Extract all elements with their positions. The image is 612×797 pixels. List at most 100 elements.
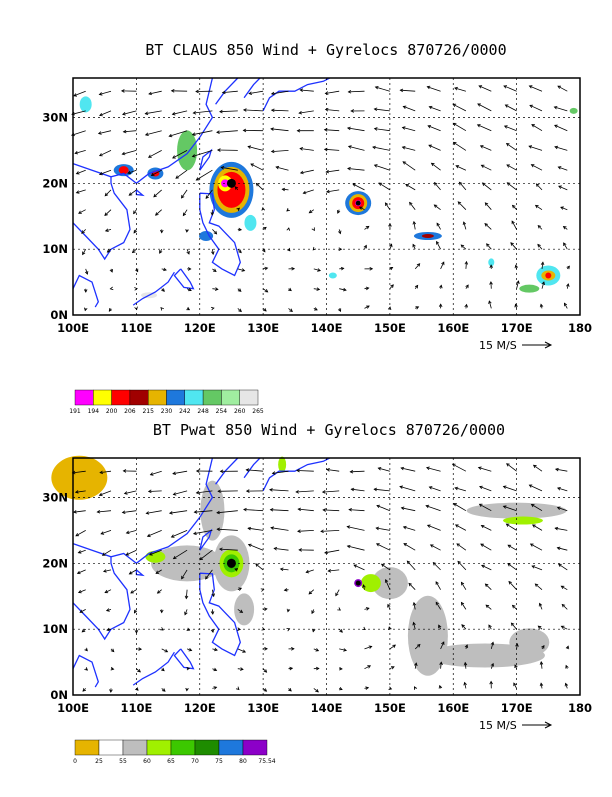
wind-vector: [409, 583, 415, 589]
wind-vector: [427, 87, 440, 92]
gyreloc-marker: [356, 581, 361, 586]
wind-vector: [349, 146, 365, 150]
wind-vector: [154, 190, 162, 197]
wind-vector: [296, 491, 314, 492]
vector-scale-label: 15 M/S: [479, 719, 517, 732]
colorbar-label: 200: [106, 408, 118, 415]
colorbar-label: 206: [124, 408, 136, 415]
coastline: [133, 652, 174, 685]
shaded-region: [199, 231, 213, 241]
y-tick-label: 20N: [42, 556, 68, 570]
x-tick-label: 100E: [57, 701, 89, 715]
colorbar-label: 194: [88, 408, 100, 415]
wind-vector-head: [261, 589, 264, 592]
shaded-region: [519, 285, 539, 293]
wind-vector: [533, 525, 542, 531]
colorbar-swatch: [93, 390, 111, 405]
wind-vector: [432, 163, 441, 170]
wind-vector: [400, 90, 415, 91]
colorbar-swatch: [195, 740, 219, 755]
y-tick-label: 0N: [50, 308, 68, 322]
colorbar-label: 0: [73, 758, 77, 765]
colorbar-label: 260: [234, 408, 246, 415]
colorbar-label: 191: [69, 408, 81, 415]
wind-vector: [532, 125, 542, 131]
wind-vector: [429, 145, 441, 150]
wind-vector: [507, 183, 516, 190]
colorbar-swatch: [148, 390, 166, 405]
coastline: [174, 649, 193, 669]
wind-vector: [379, 183, 390, 190]
wind-vector-head: [110, 287, 113, 290]
x-tick-label: 110E: [120, 321, 152, 335]
wind-vector-head: [161, 308, 164, 311]
colorbar-swatch: [243, 740, 267, 755]
coastline: [136, 570, 142, 575]
gyreloc-marker: [227, 179, 236, 188]
shaded-region: [244, 215, 256, 231]
wind-vector: [350, 471, 364, 472]
wind-vector: [100, 150, 111, 155]
wind-vector: [244, 510, 263, 511]
wind-vector: [272, 150, 289, 151]
wind-vector: [453, 464, 466, 471]
shaded-region: [545, 273, 551, 279]
coastline: [73, 177, 130, 259]
wind-vector: [457, 544, 466, 550]
shaded-region: [422, 234, 434, 238]
y-tick-label: 20N: [42, 176, 68, 190]
colorbar-label: 65: [167, 758, 175, 765]
wind-vector: [170, 511, 187, 514]
wind-vector: [530, 105, 542, 111]
wind-vector: [504, 486, 517, 491]
wind-vector: [323, 510, 339, 511]
wind-vector-head: [362, 627, 365, 630]
wind-vector: [559, 564, 568, 570]
wind-vector: [182, 190, 188, 198]
shaded-region: [570, 108, 578, 114]
x-tick-label: 170E: [501, 321, 533, 335]
colorbar-swatch: [99, 740, 123, 755]
gyreloc-marker: [227, 559, 236, 568]
wind-vector: [244, 110, 263, 111]
panel-title: BT CLAUS 850 Wind + Gyrelocs 870726/0000: [145, 41, 506, 59]
wind-vector-head: [414, 687, 417, 690]
wind-vector: [406, 184, 415, 190]
wind-vector: [146, 131, 162, 135]
wind-vector: [251, 164, 263, 170]
wind-vector: [456, 525, 466, 531]
x-tick-label: 160E: [437, 701, 469, 715]
wind-vector: [404, 544, 415, 551]
x-tick-label: 120E: [184, 321, 216, 335]
wind-vector: [535, 584, 542, 590]
colorbar-swatch: [112, 390, 130, 405]
wind-vector: [508, 564, 517, 570]
colorbar-swatch: [75, 390, 93, 405]
colorbar-label: 70: [191, 758, 199, 765]
pwat-panel: BT Pwat 850 Wind + Gyrelocs 870726/0000 …: [42, 421, 592, 765]
wind-vector-head: [160, 627, 163, 630]
wind-vector: [453, 123, 466, 130]
x-tick-label: 170E: [501, 701, 533, 715]
colorbar-label: 265: [252, 408, 264, 415]
wind-vector: [149, 150, 162, 157]
y-tick-label: 0N: [50, 688, 68, 702]
x-tick-label: 130E: [247, 321, 279, 335]
colorbar-swatch: [123, 740, 147, 755]
colorbar-label: 80: [239, 758, 247, 765]
wind-vector: [410, 202, 416, 209]
wind-vector: [433, 563, 440, 570]
wind-vector: [458, 202, 466, 210]
colorbar-label: 230: [161, 408, 173, 415]
wind-vector: [428, 126, 441, 131]
wind-vector: [348, 546, 365, 550]
colorbar-swatch: [167, 390, 185, 405]
wind-vector: [400, 487, 415, 491]
wind-vector: [145, 111, 161, 114]
wind-vector: [271, 528, 289, 531]
wind-vector: [507, 464, 517, 472]
wind-vector: [256, 564, 263, 570]
wind-vector: [220, 111, 238, 112]
colorbar-swatch: [171, 740, 195, 755]
